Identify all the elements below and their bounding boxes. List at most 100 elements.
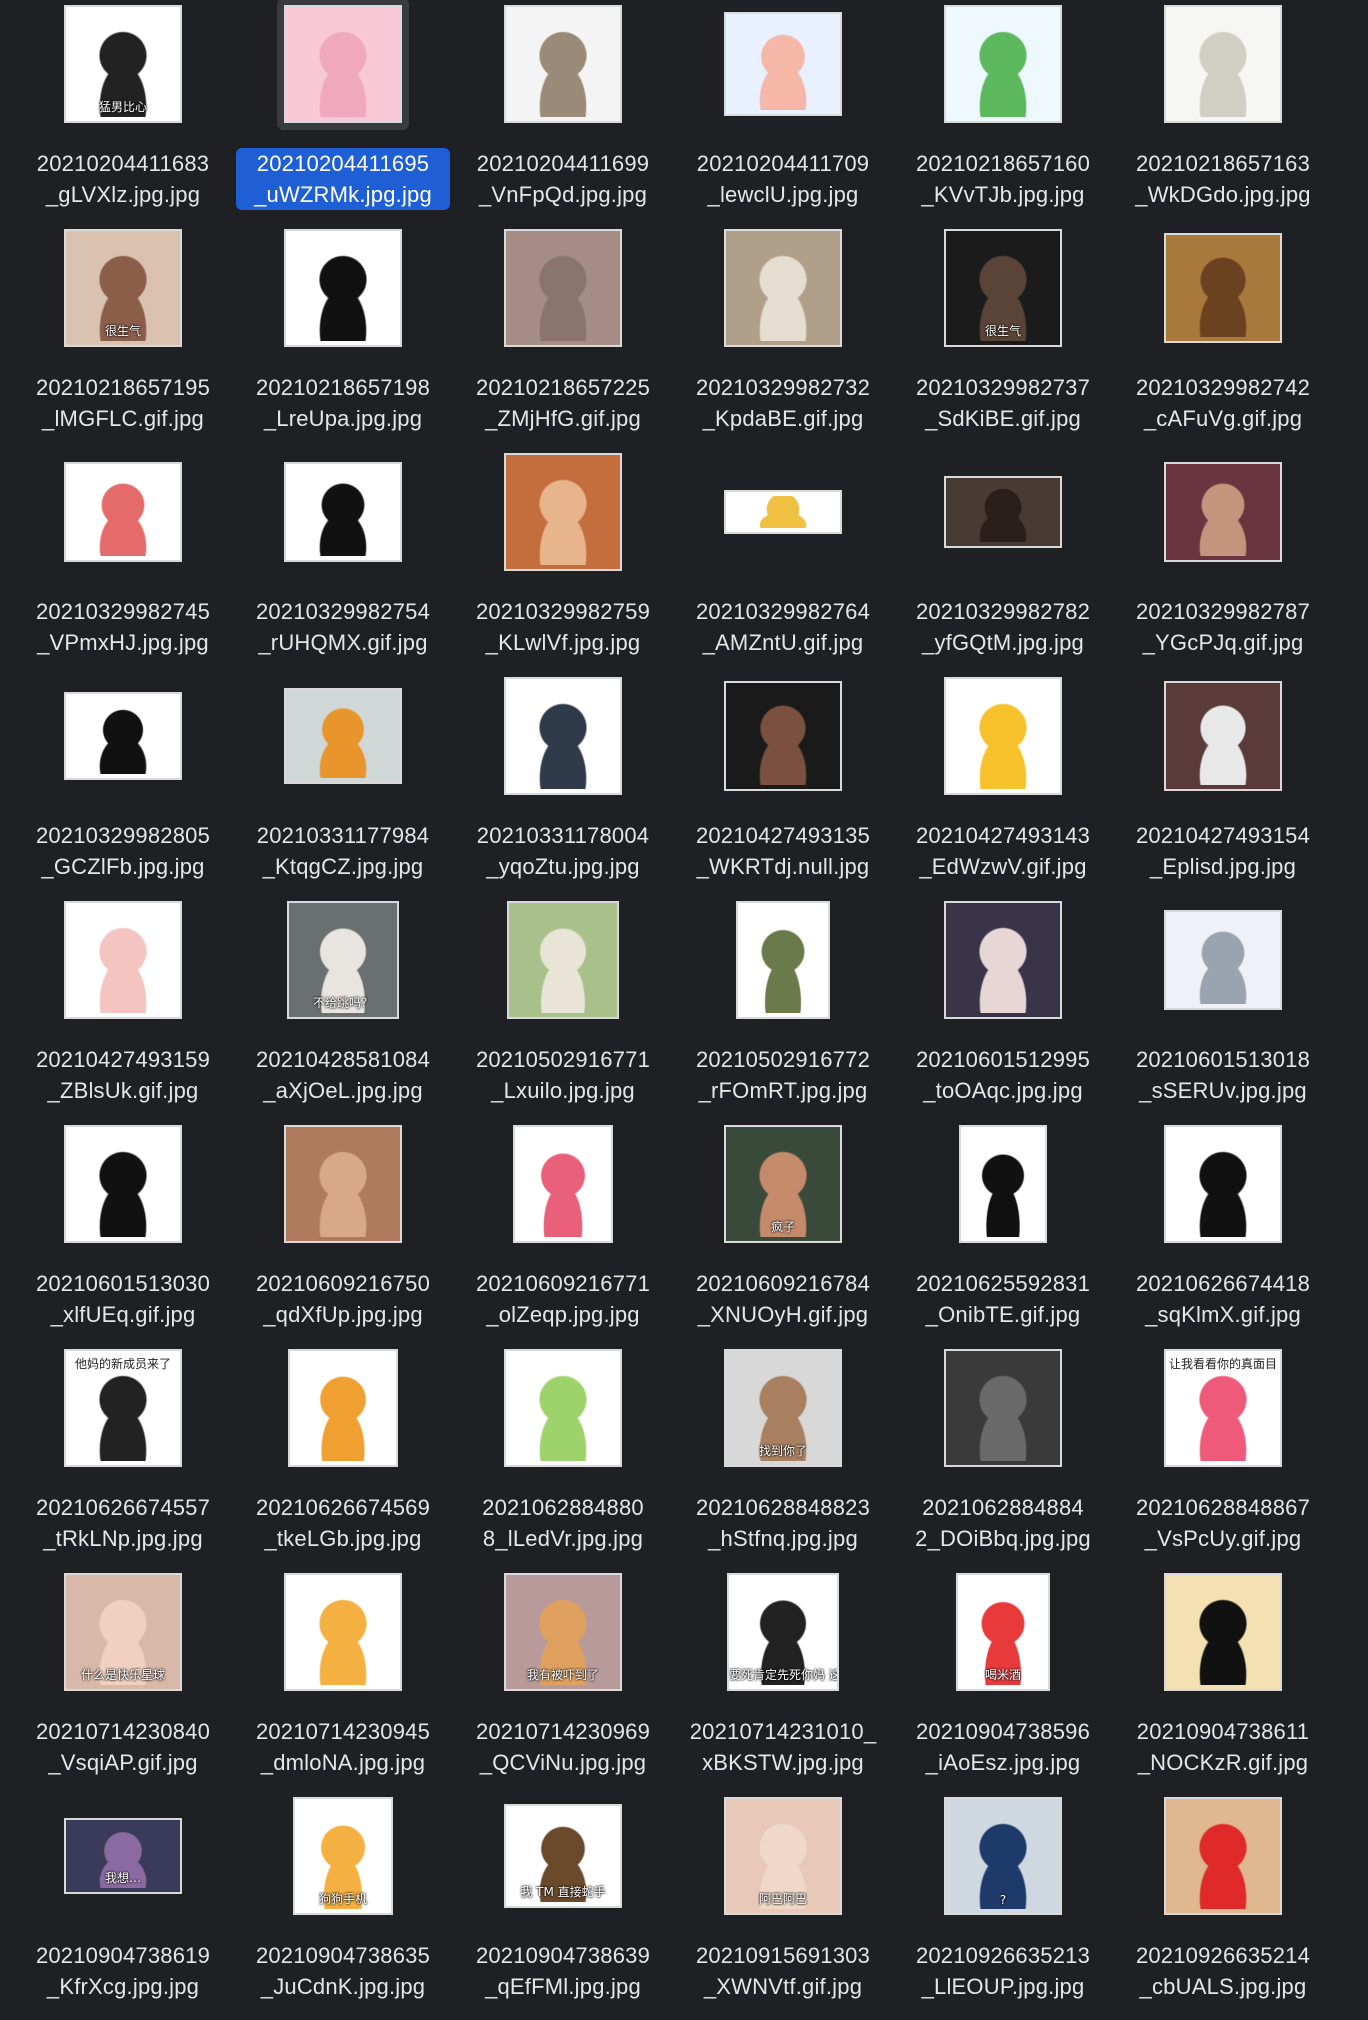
- file-item[interactable]: 20210331178004 _yqoZtu.jpg.jpg: [453, 676, 673, 900]
- file-name[interactable]: 20210329982782 _yfGQtM.jpg.jpg: [896, 596, 1110, 658]
- file-item[interactable]: 20210218657163 _WkDGdo.jpg.jpg: [1113, 4, 1333, 228]
- file-thumbnail[interactable]: [504, 677, 622, 795]
- file-name[interactable]: 20210329982805 _GCZlFb.jpg.jpg: [16, 820, 230, 882]
- file-item[interactable]: 20210329982742 _cAFuVg.gif.jpg: [1113, 228, 1333, 452]
- file-name[interactable]: 20210427493135 _WKRTdj.null.jpg: [676, 820, 890, 882]
- file-name[interactable]: 20210628848867 _VsPcUy.gif.jpg: [1116, 1492, 1330, 1554]
- file-item[interactable]: 什么是快乐星球 20210714230840 _VsqiAP.gif.jpg: [13, 1572, 233, 1796]
- file-thumbnail[interactable]: [284, 5, 402, 123]
- file-thumbnail[interactable]: [513, 1125, 613, 1243]
- file-thumbnail[interactable]: [736, 901, 830, 1019]
- file-name[interactable]: 20210609216771 _olZeqp.jpg.jpg: [456, 1268, 670, 1330]
- file-thumbnail[interactable]: [1164, 233, 1282, 343]
- file-thumbnail[interactable]: [504, 5, 622, 123]
- file-thumbnail[interactable]: [504, 1349, 622, 1467]
- file-name[interactable]: 20210204411695 _uWZRMk.jpg.jpg: [236, 148, 450, 210]
- file-name[interactable]: 2021062884884 2_DOiBbq.jpg.jpg: [896, 1492, 1110, 1554]
- file-name[interactable]: 20210218657195 _lMGFLC.gif.jpg: [16, 372, 230, 434]
- file-name[interactable]: 20210427493159 _ZBlsUk.gif.jpg: [16, 1044, 230, 1106]
- file-name[interactable]: 20210625592831 _OnibTE.gif.jpg: [896, 1268, 1110, 1330]
- file-item[interactable]: 我 TM 直接蛇手 20210904738639 _qEfFMl.jpg.jpg: [453, 1796, 673, 2020]
- file-thumbnail[interactable]: [724, 490, 842, 534]
- file-item[interactable]: 20210218657225 _ZMjHfG.gif.jpg: [453, 228, 673, 452]
- file-item[interactable]: 20210601513030 _xlfUEq.gif.jpg: [13, 1124, 233, 1348]
- file-name[interactable]: 20210218657225 _ZMjHfG.gif.jpg: [456, 372, 670, 434]
- file-thumbnail[interactable]: [284, 688, 402, 784]
- file-item[interactable]: 20210502916771 _Lxuilo.jpg.jpg: [453, 900, 673, 1124]
- file-name[interactable]: 20210904738635 _JuCdnK.jpg.jpg: [236, 1940, 450, 2002]
- file-item[interactable]: 20210626674418 _sqKlmX.gif.jpg: [1113, 1124, 1333, 1348]
- file-item[interactable]: 20210626674569 _tkeLGb.jpg.jpg: [233, 1348, 453, 1572]
- file-name[interactable]: 20210329982732 _KpdaBE.gif.jpg: [676, 372, 890, 434]
- file-thumbnail[interactable]: [1164, 1125, 1282, 1243]
- file-name[interactable]: 20210904738611 _NOCKzR.gif.jpg: [1116, 1716, 1330, 1778]
- file-name[interactable]: 20210329982754 _rUHQMX.gif.jpg: [236, 596, 450, 658]
- file-item[interactable]: 我有被吓到了 20210714230969 _QCViNu.jpg.jpg: [453, 1572, 673, 1796]
- file-item[interactable]: 20210329982782 _yfGQtM.jpg.jpg: [893, 452, 1113, 676]
- file-item[interactable]: 20210714230945 _dmloNA.jpg.jpg: [233, 1572, 453, 1796]
- file-name[interactable]: 2021062884880 8_lLedVr.jpg.jpg: [456, 1492, 670, 1554]
- file-item[interactable]: 20210329982732 _KpdaBE.gif.jpg: [673, 228, 893, 452]
- file-item[interactable]: 20210329982745 _VPmxHJ.jpg.jpg: [13, 452, 233, 676]
- file-name[interactable]: 20210926635214 _cbUALS.jpg.jpg: [1116, 1940, 1330, 2002]
- file-item[interactable]: ? 20210926635213 _LlEOUP.jpg.jpg: [893, 1796, 1113, 2020]
- file-thumbnail[interactable]: 狗狗手机: [293, 1797, 393, 1915]
- file-thumbnail[interactable]: [1164, 910, 1282, 1010]
- file-thumbnail[interactable]: [504, 229, 622, 347]
- file-name[interactable]: 20210714231010_ xBKSTW.jpg.jpg: [676, 1716, 890, 1778]
- file-thumbnail[interactable]: 要死肯定先死你妈 这是大家公认的: [727, 1573, 839, 1691]
- file-thumbnail[interactable]: 阿巴阿巴: [724, 1797, 842, 1915]
- file-thumbnail[interactable]: [724, 681, 842, 791]
- file-thumbnail[interactable]: [724, 229, 842, 347]
- file-thumbnail[interactable]: 什么是快乐星球: [64, 1573, 182, 1691]
- file-name[interactable]: 20210329982764 _AMZntU.gif.jpg: [676, 596, 890, 658]
- file-item[interactable]: 20210329982754 _rUHQMX.gif.jpg: [233, 452, 453, 676]
- file-name[interactable]: 20210915691303 _XWNVtf.gif.jpg: [676, 1940, 890, 2002]
- file-thumbnail[interactable]: [944, 1349, 1062, 1467]
- file-item[interactable]: 20210331177984 _KtqgCZ.jpg.jpg: [233, 676, 453, 900]
- file-name[interactable]: 20210601512995 _toOAqc.jpg.jpg: [896, 1044, 1110, 1106]
- file-thumbnail[interactable]: 猛男比心: [64, 5, 182, 123]
- file-name[interactable]: 20210904738619 _KfrXcg.jpg.jpg: [16, 1940, 230, 2002]
- file-item[interactable]: 让我看看你的真面目 20210628848867 _VsPcUy.gif.jpg: [1113, 1348, 1333, 1572]
- file-thumbnail[interactable]: [1164, 5, 1282, 123]
- file-thumbnail[interactable]: [1164, 1797, 1282, 1915]
- file-thumbnail[interactable]: 他妈的新成员来了: [64, 1349, 182, 1467]
- file-thumbnail[interactable]: 我 TM 直接蛇手: [504, 1804, 622, 1908]
- file-item[interactable]: 20210609216771 _olZeqp.jpg.jpg: [453, 1124, 673, 1348]
- file-thumbnail[interactable]: [284, 229, 402, 347]
- file-thumbnail[interactable]: [944, 5, 1062, 123]
- file-item[interactable]: 20210427493159 _ZBlsUk.gif.jpg: [13, 900, 233, 1124]
- file-item[interactable]: 20210218657198 _LreUpa.jpg.jpg: [233, 228, 453, 452]
- file-thumbnail[interactable]: [944, 677, 1062, 795]
- file-name[interactable]: 20210626674569 _tkeLGb.jpg.jpg: [236, 1492, 450, 1554]
- file-thumbnail[interactable]: 很生气: [944, 229, 1062, 347]
- file-name[interactable]: 20210427493143 _EdWzwV.gif.jpg: [896, 820, 1110, 882]
- file-thumbnail[interactable]: [944, 901, 1062, 1019]
- file-name[interactable]: 20210329982737 _SdKiBE.gif.jpg: [896, 372, 1110, 434]
- file-name[interactable]: 20210329982759 _KLwlVf.jpg.jpg: [456, 596, 670, 658]
- file-name[interactable]: 20210628848823 _hStfnq.jpg.jpg: [676, 1492, 890, 1554]
- file-item[interactable]: 喝米酒 20210904738596 _iAoEsz.jpg.jpg: [893, 1572, 1113, 1796]
- file-item[interactable]: 20210609216750 _qdXfUp.jpg.jpg: [233, 1124, 453, 1348]
- file-thumbnail[interactable]: [64, 692, 182, 780]
- file-thumbnail[interactable]: [284, 462, 402, 562]
- file-name[interactable]: 20210714230945 _dmloNA.jpg.jpg: [236, 1716, 450, 1778]
- file-item[interactable]: 20210904738611 _NOCKzR.gif.jpg: [1113, 1572, 1333, 1796]
- file-thumbnail[interactable]: [64, 1125, 182, 1243]
- file-name[interactable]: 20210714230840 _VsqiAP.gif.jpg: [16, 1716, 230, 1778]
- file-thumbnail[interactable]: 不给跳吗？: [287, 901, 399, 1019]
- file-item[interactable]: 20210329982764 _AMZntU.gif.jpg: [673, 452, 893, 676]
- file-name[interactable]: 20210609216784 _XNUOyH.gif.jpg: [676, 1268, 890, 1330]
- file-thumbnail[interactable]: [959, 1125, 1047, 1243]
- file-item[interactable]: 找到你了 20210628848823 _hStfnq.jpg.jpg: [673, 1348, 893, 1572]
- file-thumbnail[interactable]: [284, 1573, 402, 1691]
- file-name[interactable]: 20210329982787 _YGcPJq.gif.jpg: [1116, 596, 1330, 658]
- file-item[interactable]: 20210329982787 _YGcPJq.gif.jpg: [1113, 452, 1333, 676]
- file-item[interactable]: 他妈的新成员来了 20210626674557 _tRkLNp.jpg.jpg: [13, 1348, 233, 1572]
- file-item[interactable]: 猛男比心 20210204411683 _gLVXlz.jpg.jpg: [13, 4, 233, 228]
- file-item[interactable]: 20210329982759 _KLwlVf.jpg.jpg: [453, 452, 673, 676]
- file-item[interactable]: 20210427493154 _Eplisd.jpg.jpg: [1113, 676, 1333, 900]
- file-name[interactable]: 20210204411683 _gLVXlz.jpg.jpg: [16, 148, 230, 210]
- file-name[interactable]: 20210204411699 _VnFpQd.jpg.jpg: [456, 148, 670, 210]
